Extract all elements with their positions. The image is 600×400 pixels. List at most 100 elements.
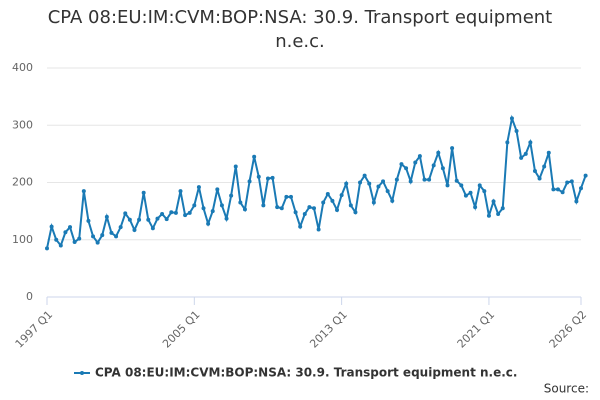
marker <box>560 190 565 195</box>
marker <box>555 187 560 192</box>
marker <box>528 140 533 145</box>
marker <box>201 206 206 211</box>
marker <box>514 128 519 133</box>
marker <box>173 210 178 215</box>
marker <box>302 211 307 216</box>
marker <box>275 205 280 210</box>
legend-marker <box>80 371 84 375</box>
marker <box>63 230 68 235</box>
marker <box>77 236 82 241</box>
marker <box>376 184 381 189</box>
marker <box>45 246 49 251</box>
marker <box>233 164 238 169</box>
marker <box>358 180 363 185</box>
source: Source: <box>544 382 589 396</box>
marker <box>542 164 547 169</box>
marker <box>505 140 510 145</box>
marker <box>496 211 501 216</box>
marker <box>132 228 137 233</box>
marker <box>160 211 165 216</box>
marker <box>473 205 478 210</box>
marker <box>422 177 427 182</box>
marker <box>123 211 128 216</box>
marker <box>252 154 257 159</box>
marker <box>210 209 215 214</box>
marker <box>86 218 91 223</box>
marker <box>468 190 473 195</box>
marker <box>330 198 335 203</box>
marker <box>440 166 445 171</box>
marker <box>261 203 266 208</box>
marker <box>335 207 340 212</box>
marker <box>114 234 119 239</box>
marker <box>459 183 464 188</box>
marker <box>408 179 413 184</box>
marker <box>321 200 326 205</box>
marker <box>390 198 395 203</box>
marker <box>381 179 386 184</box>
marker <box>49 224 54 229</box>
marker <box>404 166 409 171</box>
marker <box>284 194 289 199</box>
marker <box>312 206 316 211</box>
marker <box>215 187 220 192</box>
x-tick-label: 2026 Q2 <box>547 308 590 351</box>
marker <box>431 163 436 168</box>
y-tick-label: 200 <box>12 176 33 189</box>
marker <box>546 150 551 155</box>
marker <box>169 210 174 215</box>
x-tick-label: 2005 Q1 <box>160 308 203 351</box>
marker <box>362 173 367 178</box>
marker <box>150 226 155 231</box>
marker <box>256 174 261 179</box>
marker <box>265 176 270 181</box>
marker <box>574 199 579 204</box>
marker <box>532 169 537 174</box>
marker <box>348 203 353 208</box>
marker <box>164 217 169 222</box>
marker <box>279 206 284 211</box>
marker <box>454 178 459 183</box>
x-tick-label: 2013 Q1 <box>307 308 350 351</box>
marker <box>72 240 77 245</box>
marker <box>477 183 482 188</box>
marker <box>500 206 505 211</box>
marker <box>417 154 422 159</box>
marker <box>187 210 192 215</box>
marker <box>206 221 211 226</box>
marker <box>339 193 344 198</box>
marker <box>68 225 73 230</box>
marker <box>100 233 105 238</box>
marker <box>118 225 123 230</box>
marker <box>394 177 399 182</box>
marker <box>316 227 321 232</box>
y-tick-label: 0 <box>26 290 33 303</box>
marker <box>242 207 247 212</box>
marker <box>579 186 583 191</box>
marker <box>219 203 224 208</box>
y-tick-label: 100 <box>12 233 33 246</box>
marker <box>270 175 275 180</box>
marker <box>519 155 524 160</box>
y-tick-label: 300 <box>12 118 33 131</box>
line <box>46 114 587 249</box>
marker <box>523 151 528 156</box>
x-tick-label: 1997 Q1 <box>13 308 56 351</box>
marker <box>436 150 441 155</box>
marker <box>293 210 298 215</box>
marker <box>137 217 142 222</box>
marker <box>224 216 229 221</box>
marker <box>413 160 418 165</box>
marker <box>104 214 109 219</box>
marker <box>81 189 86 194</box>
marker <box>482 189 487 194</box>
marker <box>127 217 132 222</box>
marker <box>307 205 312 210</box>
marker <box>288 194 293 199</box>
marker <box>54 237 59 242</box>
marker <box>247 179 252 184</box>
marker <box>367 181 372 186</box>
marker <box>583 173 588 178</box>
marker <box>146 217 151 222</box>
